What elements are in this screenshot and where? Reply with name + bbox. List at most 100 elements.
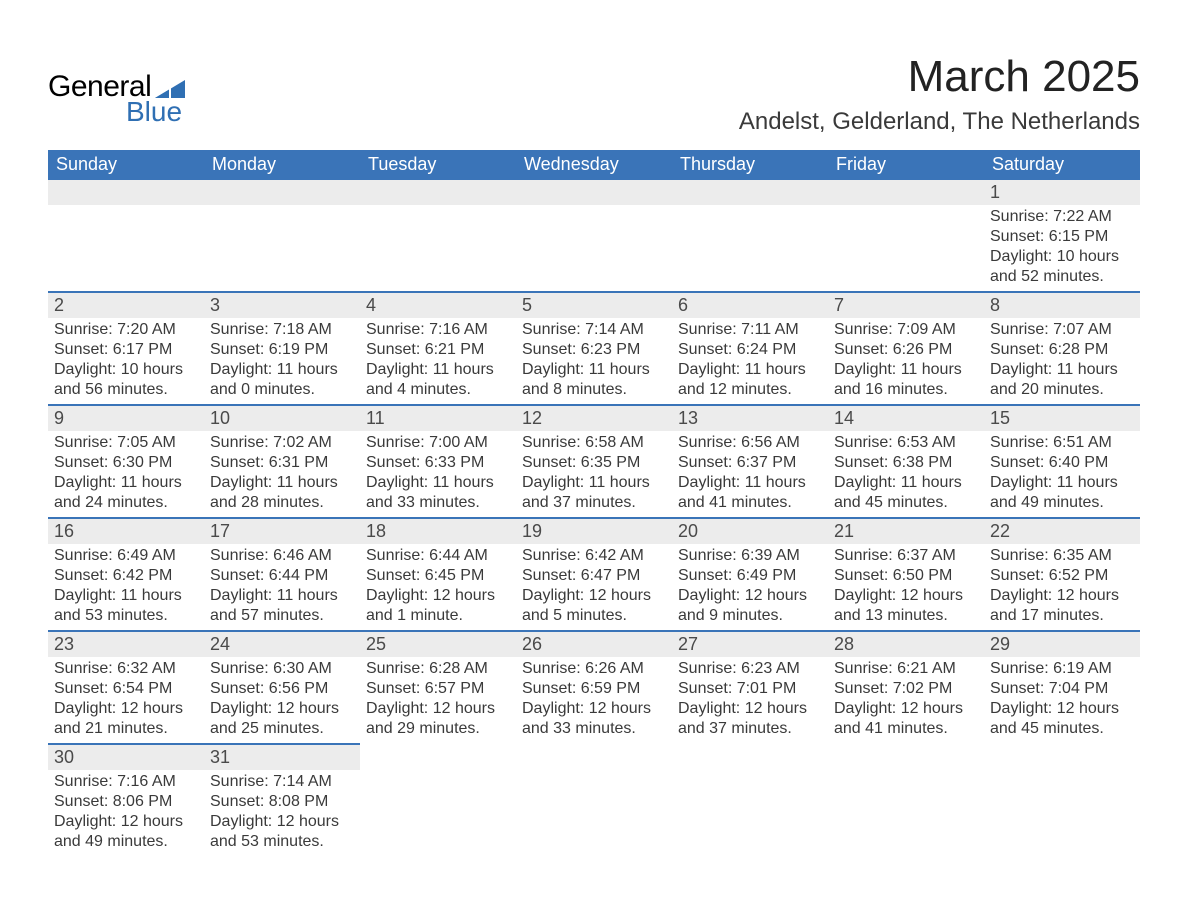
sunset-text: Sunset: 6:45 PM — [366, 566, 510, 586]
detail-row: Sunrise: 6:49 AMSunset: 6:42 PMDaylight:… — [48, 544, 1140, 631]
day-detail-cell: Sunrise: 7:09 AMSunset: 6:26 PMDaylight:… — [828, 318, 984, 405]
sunrise-text: Sunrise: 6:26 AM — [522, 659, 666, 679]
day-detail-cell: Sunrise: 7:18 AMSunset: 6:19 PMDaylight:… — [204, 318, 360, 405]
brand-part2: Blue — [126, 96, 185, 128]
day-number-cell: 1 — [984, 180, 1140, 205]
sunrise-text: Sunrise: 7:09 AM — [834, 320, 978, 340]
day-detail-cell: Sunrise: 6:42 AMSunset: 6:47 PMDaylight:… — [516, 544, 672, 631]
day-number-cell: 26 — [516, 631, 672, 657]
day-number-cell — [48, 180, 204, 205]
sunset-text: Sunset: 6:44 PM — [210, 566, 354, 586]
day-number: 24 — [210, 634, 230, 654]
day-detail-cell: Sunrise: 6:35 AMSunset: 6:52 PMDaylight:… — [984, 544, 1140, 631]
detail-row: Sunrise: 7:22 AMSunset: 6:15 PMDaylight:… — [48, 205, 1140, 292]
day-detail-cell: Sunrise: 6:51 AMSunset: 6:40 PMDaylight:… — [984, 431, 1140, 518]
title-block: March 2025 Andelst, Gelderland, The Neth… — [739, 52, 1140, 136]
day-number: 19 — [522, 521, 542, 541]
sunset-text: Sunset: 8:06 PM — [54, 792, 198, 812]
sunrise-text: Sunrise: 6:49 AM — [54, 546, 198, 566]
day-detail-cell: Sunrise: 7:07 AMSunset: 6:28 PMDaylight:… — [984, 318, 1140, 405]
sunset-text: Sunset: 6:37 PM — [678, 453, 822, 473]
day-number: 20 — [678, 521, 698, 541]
sunrise-text: Sunrise: 7:14 AM — [210, 772, 354, 792]
day-number: 3 — [210, 295, 220, 315]
day-detail-cell: Sunrise: 7:00 AMSunset: 6:33 PMDaylight:… — [360, 431, 516, 518]
day-number: 16 — [54, 521, 74, 541]
day-detail-cell — [48, 205, 204, 292]
month-title: March 2025 — [739, 52, 1140, 102]
day-detail-cell: Sunrise: 6:21 AMSunset: 7:02 PMDaylight:… — [828, 657, 984, 744]
sunrise-text: Sunrise: 7:16 AM — [366, 320, 510, 340]
day-detail-cell — [984, 770, 1140, 856]
sunset-text: Sunset: 6:33 PM — [366, 453, 510, 473]
sunrise-text: Sunrise: 6:44 AM — [366, 546, 510, 566]
sunrise-text: Sunrise: 6:23 AM — [678, 659, 822, 679]
day-number-cell: 4 — [360, 292, 516, 318]
daylight-text: Daylight: 10 hours and 52 minutes. — [990, 247, 1134, 287]
daylight-text: Daylight: 10 hours and 56 minutes. — [54, 360, 198, 400]
daylight-text: Daylight: 11 hours and 16 minutes. — [834, 360, 978, 400]
header-region: General Blue March 2025 Andelst, Gelderl… — [48, 52, 1140, 136]
day-detail-cell: Sunrise: 7:14 AMSunset: 6:23 PMDaylight:… — [516, 318, 672, 405]
detail-row: Sunrise: 7:16 AMSunset: 8:06 PMDaylight:… — [48, 770, 1140, 856]
weekday-header: Thursday — [672, 150, 828, 180]
day-detail-cell — [672, 205, 828, 292]
daylight-text: Daylight: 11 hours and 24 minutes. — [54, 473, 198, 513]
daynum-row: 16171819202122 — [48, 518, 1140, 544]
daynum-row: 9101112131415 — [48, 405, 1140, 431]
sunrise-text: Sunrise: 7:22 AM — [990, 207, 1134, 227]
day-detail-cell: Sunrise: 6:37 AMSunset: 6:50 PMDaylight:… — [828, 544, 984, 631]
day-number: 22 — [990, 521, 1010, 541]
daylight-text: Daylight: 12 hours and 21 minutes. — [54, 699, 198, 739]
day-number: 15 — [990, 408, 1010, 428]
sunset-text: Sunset: 6:30 PM — [54, 453, 198, 473]
sunset-text: Sunset: 6:15 PM — [990, 227, 1134, 247]
day-number: 14 — [834, 408, 854, 428]
sunset-text: Sunset: 6:19 PM — [210, 340, 354, 360]
daylight-text: Daylight: 12 hours and 29 minutes. — [366, 699, 510, 739]
day-detail-cell: Sunrise: 7:16 AMSunset: 6:21 PMDaylight:… — [360, 318, 516, 405]
day-number: 2 — [54, 295, 64, 315]
sunrise-text: Sunrise: 7:05 AM — [54, 433, 198, 453]
sunset-text: Sunset: 6:52 PM — [990, 566, 1134, 586]
sunset-text: Sunset: 6:54 PM — [54, 679, 198, 699]
sunrise-text: Sunrise: 6:37 AM — [834, 546, 978, 566]
day-number-cell — [516, 744, 672, 770]
daylight-text: Daylight: 12 hours and 49 minutes. — [54, 812, 198, 852]
day-number: 6 — [678, 295, 688, 315]
day-number: 28 — [834, 634, 854, 654]
day-detail-cell: Sunrise: 6:58 AMSunset: 6:35 PMDaylight:… — [516, 431, 672, 518]
day-detail-cell: Sunrise: 7:22 AMSunset: 6:15 PMDaylight:… — [984, 205, 1140, 292]
daylight-text: Daylight: 11 hours and 41 minutes. — [678, 473, 822, 513]
day-number: 30 — [54, 747, 74, 767]
day-number-cell: 15 — [984, 405, 1140, 431]
day-number-cell: 2 — [48, 292, 204, 318]
sunrise-text: Sunrise: 6:19 AM — [990, 659, 1134, 679]
day-number-cell: 23 — [48, 631, 204, 657]
sunrise-text: Sunrise: 7:00 AM — [366, 433, 510, 453]
sunset-text: Sunset: 6:42 PM — [54, 566, 198, 586]
daynum-row: 1 — [48, 180, 1140, 205]
sunset-text: Sunset: 6:21 PM — [366, 340, 510, 360]
sunset-text: Sunset: 7:01 PM — [678, 679, 822, 699]
daynum-row: 30 31 — [48, 744, 1140, 770]
detail-row: Sunrise: 7:05 AMSunset: 6:30 PMDaylight:… — [48, 431, 1140, 518]
daylight-text: Daylight: 11 hours and 49 minutes. — [990, 473, 1134, 513]
daylight-text: Daylight: 11 hours and 12 minutes. — [678, 360, 822, 400]
day-number: 18 — [366, 521, 386, 541]
day-number-cell — [828, 180, 984, 205]
daylight-text: Daylight: 12 hours and 45 minutes. — [990, 699, 1134, 739]
sunrise-text: Sunrise: 6:35 AM — [990, 546, 1134, 566]
day-number: 4 — [366, 295, 376, 315]
daylight-text: Daylight: 12 hours and 53 minutes. — [210, 812, 354, 852]
day-detail-cell — [516, 770, 672, 856]
day-number-cell: 30 — [48, 744, 204, 770]
sunset-text: Sunset: 7:02 PM — [834, 679, 978, 699]
sunset-text: Sunset: 6:38 PM — [834, 453, 978, 473]
day-number: 31 — [210, 747, 230, 767]
daylight-text: Daylight: 11 hours and 0 minutes. — [210, 360, 354, 400]
day-number-cell: 16 — [48, 518, 204, 544]
sunrise-text: Sunrise: 6:30 AM — [210, 659, 354, 679]
day-number-cell: 28 — [828, 631, 984, 657]
sunset-text: Sunset: 6:26 PM — [834, 340, 978, 360]
